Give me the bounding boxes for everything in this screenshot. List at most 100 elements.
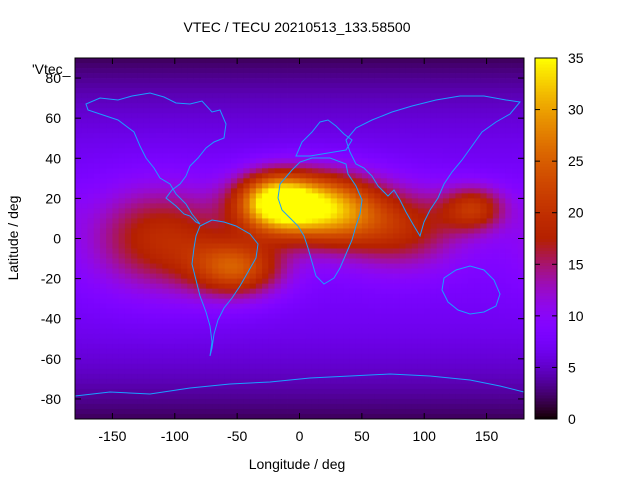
heatmap-cell: [480, 193, 487, 199]
heatmap-cell: [349, 263, 357, 269]
heatmap-cell: [368, 68, 375, 74]
heatmap-cell: [430, 268, 438, 274]
heatmap-cell: [249, 188, 257, 194]
heatmap-cell: [474, 328, 481, 335]
heatmap-cell: [492, 278, 500, 285]
heatmap-cell: [449, 318, 456, 325]
heatmap-cell: [299, 238, 307, 244]
heatmap-cell: [393, 163, 400, 169]
heatmap-cell: [517, 108, 524, 114]
heatmap-cell: [118, 263, 126, 269]
heatmap-cell: [131, 103, 138, 109]
heatmap-cell: [380, 278, 388, 285]
heatmap-cell: [380, 303, 388, 310]
heatmap-cell: [336, 133, 344, 139]
heatmap-cell: [124, 153, 132, 159]
heatmap-cell: [349, 298, 357, 305]
heatmap-cell: [417, 108, 425, 114]
heatmap-cell: [143, 68, 151, 74]
heatmap-cell: [467, 68, 475, 74]
heatmap-cell: [137, 378, 144, 385]
heatmap-cell: [218, 143, 226, 149]
heatmap-cell: [224, 238, 232, 244]
heatmap-cell: [374, 168, 381, 174]
heatmap-cell: [124, 178, 132, 184]
heatmap-cell: [75, 168, 82, 174]
heatmap-cell: [480, 198, 487, 204]
heatmap-cell: [393, 258, 400, 264]
heatmap-cell: [318, 228, 325, 234]
heatmap-cell: [149, 313, 157, 320]
heatmap-cell: [181, 233, 188, 239]
heatmap-cell: [336, 208, 344, 214]
heatmap-cell: [199, 318, 207, 325]
heatmap-cell: [492, 153, 500, 159]
heatmap-cell: [187, 223, 194, 229]
heatmap-cell: [517, 223, 524, 229]
heatmap-cell: [386, 108, 394, 114]
heatmap-cell: [467, 213, 475, 219]
heatmap-cell: [368, 98, 375, 104]
heatmap-cell: [442, 323, 450, 330]
heatmap-cell: [368, 73, 375, 79]
heatmap-cell: [212, 313, 219, 320]
heatmap-cell: [486, 173, 494, 179]
heatmap-cell: [293, 223, 300, 229]
heatmap-cell: [193, 83, 201, 89]
heatmap-cell: [143, 128, 151, 134]
heatmap-cell: [368, 218, 375, 224]
heatmap-cell: [230, 388, 238, 395]
heatmap-cell: [137, 263, 144, 269]
heatmap-cell: [268, 348, 275, 355]
heatmap-cell: [374, 363, 381, 370]
heatmap-cell: [442, 113, 450, 119]
heatmap-cell: [93, 203, 101, 209]
heatmap-cell: [224, 243, 232, 249]
heatmap-cell: [156, 118, 163, 124]
heatmap-cell: [411, 188, 419, 194]
heatmap-cell: [461, 183, 469, 189]
heatmap-cell: [386, 183, 394, 189]
heatmap-cell: [442, 278, 450, 285]
heatmap-cell: [386, 243, 394, 249]
heatmap-cell: [218, 283, 226, 290]
heatmap-cell: [361, 343, 369, 350]
heatmap-cell: [75, 288, 82, 295]
heatmap-cell: [499, 368, 506, 375]
heatmap-cell: [436, 238, 444, 244]
heatmap-cell: [461, 108, 469, 114]
heatmap-cell: [199, 333, 207, 340]
heatmap-cell: [330, 343, 338, 350]
heatmap-cell: [131, 233, 138, 239]
heatmap-cell: [149, 158, 157, 164]
heatmap-cell: [411, 263, 419, 269]
heatmap-cell: [174, 83, 182, 89]
heatmap-cell: [243, 378, 251, 385]
heatmap-cell: [361, 148, 369, 154]
heatmap-cell: [449, 108, 456, 114]
heatmap-cell: [268, 268, 275, 274]
heatmap-cell: [212, 213, 219, 219]
heatmap-cell: [324, 313, 332, 320]
heatmap-cell: [430, 348, 438, 355]
heatmap-cell: [299, 213, 307, 219]
heatmap-cell: [143, 398, 151, 405]
heatmap-cell: [205, 283, 213, 290]
heatmap-cell: [374, 83, 381, 89]
heatmap-cell: [492, 383, 500, 390]
heatmap-cell: [287, 203, 294, 209]
heatmap-cell: [393, 143, 400, 149]
heatmap-cell: [424, 148, 431, 154]
heatmap-cell: [293, 333, 300, 340]
heatmap-cell: [449, 303, 456, 310]
heatmap-cell: [467, 348, 475, 355]
heatmap-cell: [199, 348, 207, 355]
heatmap-cell: [212, 283, 219, 290]
heatmap-cell: [230, 308, 238, 315]
heatmap-cell: [417, 218, 425, 224]
heatmap-cell: [255, 183, 263, 189]
heatmap-cell: [243, 258, 251, 264]
heatmap-cell: [517, 188, 524, 194]
heatmap-cell: [411, 163, 419, 169]
heatmap-cell: [143, 143, 151, 149]
